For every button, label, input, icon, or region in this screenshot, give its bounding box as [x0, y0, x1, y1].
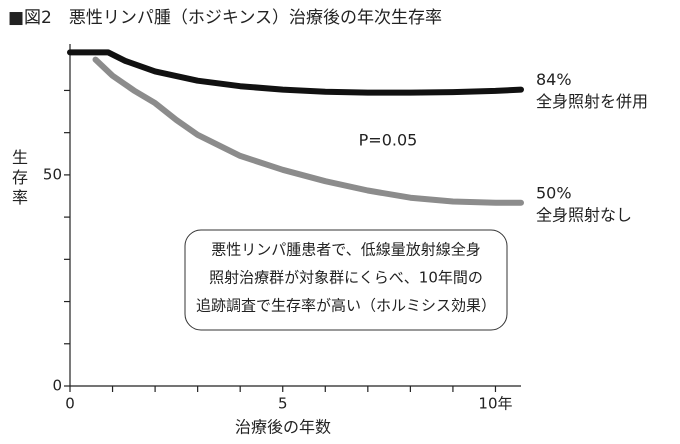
- y-tick-label: 0: [52, 377, 62, 395]
- series-line: [92, 56, 524, 206]
- end-label: 84%: [536, 70, 572, 89]
- x-tick-label: 0: [65, 395, 75, 413]
- legend-label: 全身照射なし: [536, 205, 632, 224]
- series-line: [67, 49, 524, 96]
- note-line: 追跡調査で生存率が高い（ホルミシス効果）: [196, 297, 496, 315]
- y-tick-label: 50: [43, 165, 62, 183]
- x-tick-label: 10年: [478, 395, 512, 413]
- note-line: 照射治療群が対象群にくらべ、10年間の: [209, 269, 483, 287]
- note-box: [184, 229, 508, 331]
- end-label: 50%: [536, 183, 572, 202]
- note-line: 悪性リンパ腫患者で、低線量放射線全身: [211, 241, 480, 259]
- legend-label: 全身照射を併用: [536, 92, 648, 111]
- x-tick-label: 5: [278, 395, 288, 413]
- chart-title: ■図2 悪性リンパ腫（ホジキンス）治療後の年次生存率: [8, 8, 442, 28]
- y-axis-label: 生存率: [12, 148, 28, 207]
- x-axis-label: 治療後の年数: [235, 418, 331, 437]
- annotation: P=0.05: [359, 131, 418, 150]
